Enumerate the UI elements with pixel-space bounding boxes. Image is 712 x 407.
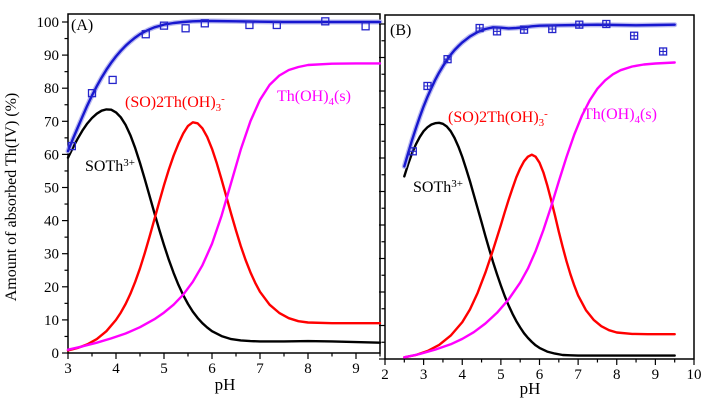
y-tick-label: 70: [44, 114, 59, 130]
curve-halo-fitted-total-uptake: [401, 22, 678, 169]
y-tick-label: 10: [44, 313, 59, 329]
curve-Th(OH)4(s): [403, 61, 676, 359]
x-tick-label: 7: [256, 361, 264, 377]
data-point-square: [272, 20, 281, 30]
plot-frame: [384, 14, 695, 360]
y-tick-label: 50: [44, 181, 59, 197]
x-tick-label: 4: [112, 361, 120, 377]
y-tick-label: 60: [44, 147, 59, 163]
curve-fitted-total-uptake: [66, 19, 382, 153]
data-point-square: [141, 30, 150, 39]
y-tick-label: 20: [44, 280, 59, 296]
x-axis-title-panel-b: pH: [519, 379, 541, 398]
data-point-square: [245, 20, 254, 30]
data-point-square: [67, 141, 76, 151]
curve-SOTh3+: [66, 108, 382, 344]
x-tick-label: 5: [497, 367, 505, 383]
y-tick-label: 100: [37, 15, 60, 31]
data-point-square: [181, 24, 190, 33]
y-tick-label: 90: [44, 48, 59, 64]
data-point-square: [361, 22, 370, 31]
x-tick-label: 3: [64, 361, 72, 377]
y-tick-label: 0: [52, 346, 60, 362]
x-tick-label: 7: [574, 367, 582, 383]
x-tick-label: 10: [687, 367, 702, 383]
x-tick-label: 9: [652, 367, 660, 383]
x-tick-label: 8: [304, 361, 312, 377]
curve-Th(OH)4(s): [66, 62, 382, 351]
data-point-square: [159, 21, 169, 30]
x-axis-title-panel-a: pH: [214, 375, 236, 394]
curve-fitted-total-uptake: [403, 23, 676, 168]
data-point-square: [321, 17, 330, 26]
x-tick-label: 2: [381, 367, 389, 383]
panel-b: 2 3 4 5 6 7 8 9 10: [379, 14, 702, 383]
y-tick-label: 80: [44, 81, 59, 97]
plot-frame: [67, 13, 381, 354]
x-tick-label: 3: [420, 367, 428, 383]
x-tick-label: 8: [613, 367, 621, 383]
x-tick-label: 6: [208, 361, 216, 377]
x-tick-label: 5: [160, 361, 168, 377]
data-point-square: [108, 75, 117, 85]
curve-(SO)2Th(OH)3-: [66, 121, 382, 352]
y-tick-label: 40: [44, 214, 59, 230]
curve-(SO)2Th(OH)3-: [403, 153, 676, 359]
y-tick-label: 30: [44, 247, 59, 263]
data-point-square: [200, 19, 209, 28]
x-tick-label: 6: [536, 367, 544, 383]
curve-halo-fitted-total-uptake: [65, 18, 383, 154]
data-point-square: [87, 89, 97, 98]
x-tick-label: 9: [352, 361, 360, 377]
x-tick-label: 4: [459, 367, 467, 383]
